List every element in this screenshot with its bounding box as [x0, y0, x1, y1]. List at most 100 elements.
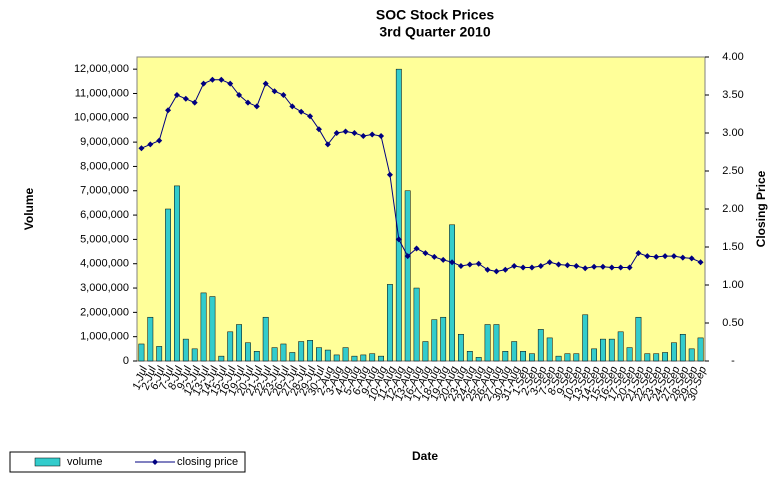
legend-swatch [34, 457, 61, 467]
volume-bar [573, 353, 580, 362]
price-marker [378, 133, 385, 140]
price-line [141, 79, 701, 272]
price-marker [218, 76, 225, 83]
price-marker [528, 264, 535, 271]
volume-bar [475, 357, 482, 362]
y-tick-label: 8,000,000 [80, 160, 129, 172]
volume-bar [644, 353, 651, 362]
volume-bar [351, 355, 358, 362]
volume-bar [679, 333, 686, 362]
volume-bar [182, 338, 189, 362]
price-marker [156, 137, 163, 144]
volume-bar [200, 292, 207, 362]
y-tick-label: 11,000,000 [75, 87, 129, 99]
volume-bar [245, 342, 251, 362]
y2-tick-label: 2.50 [722, 165, 743, 177]
volume-bar [307, 340, 313, 362]
price-marker [608, 264, 615, 271]
price-marker [599, 263, 606, 270]
volume-bar [262, 316, 269, 362]
price-marker [670, 253, 677, 260]
price-marker [564, 262, 571, 269]
price-marker [333, 130, 340, 136]
price-marker [200, 80, 207, 87]
price-marker [493, 268, 500, 275]
chart-title: SOC Stock Prices [376, 7, 494, 23]
volume-bar [324, 349, 331, 362]
volume-bar [395, 68, 402, 362]
volume-bar [458, 333, 464, 362]
price-marker [635, 250, 642, 257]
volume-bar [502, 351, 509, 362]
price-marker [191, 99, 198, 106]
plot-area [136, 56, 706, 362]
volume-bar [564, 353, 571, 362]
volume-bar [369, 353, 376, 362]
y2-tick-label: 3.00 [722, 127, 743, 139]
volume-bar [253, 351, 260, 362]
volume-bar [289, 352, 296, 362]
volume-bar [387, 284, 393, 362]
volume-bar [147, 316, 154, 362]
y2-tick-label: 0.50 [722, 317, 743, 329]
price-marker [546, 259, 553, 266]
volume-bar [484, 324, 491, 362]
price-marker [298, 108, 305, 115]
volume-bar [529, 353, 535, 362]
x-axis-title: Date [412, 449, 438, 463]
legend-marker [152, 459, 158, 465]
price-marker [147, 141, 154, 148]
volume-bar [209, 296, 216, 362]
volume-bar [493, 324, 500, 362]
volume-bar [174, 185, 180, 362]
legend-label: closing price [177, 456, 238, 468]
price-marker [697, 259, 704, 266]
price-marker [688, 255, 695, 262]
price-marker [173, 92, 180, 98]
y-tick-label: 2,000,000 [80, 306, 129, 318]
volume-bar [617, 331, 624, 362]
y-tick-label: 12,000,000 [74, 63, 129, 75]
chart-subtitle: 3rd Quarter 2010 [379, 24, 490, 40]
y-tick-label: 7,000,000 [80, 185, 129, 197]
price-marker [679, 254, 686, 261]
price-marker [582, 265, 589, 272]
price-marker [236, 92, 243, 98]
y-tick-label: 3,000,000 [80, 282, 129, 294]
price-marker [662, 253, 669, 260]
volume-bar [413, 287, 420, 362]
volume-bar [466, 351, 473, 362]
price-marker [289, 103, 296, 110]
y-axis-title: Volume [22, 187, 36, 230]
legend-label: volume [67, 456, 102, 468]
volume-bar [449, 224, 455, 362]
price-marker [342, 128, 349, 135]
legend-box [9, 451, 246, 473]
price-marker [138, 145, 145, 152]
volume-bar [626, 347, 633, 362]
volume-bar [271, 347, 278, 362]
price-marker [227, 80, 234, 87]
volume-bar [165, 208, 171, 362]
volume-bar [422, 341, 429, 362]
price-marker [271, 88, 278, 95]
price-marker [644, 253, 651, 260]
y2-tick-label: 1.00 [722, 279, 743, 291]
volume-bar [227, 331, 234, 362]
volume-bar [688, 348, 695, 362]
y-tick-label: 0 [123, 355, 129, 367]
price-marker [422, 250, 429, 257]
price-marker [386, 171, 393, 178]
price-marker [431, 253, 438, 260]
volume-bar [431, 319, 438, 362]
volume-bar [378, 355, 384, 362]
volume-bar [555, 355, 562, 362]
price-marker [511, 263, 518, 269]
volume-bar [440, 316, 447, 362]
price-marker [209, 76, 216, 83]
y-tick-label: 10,000,000 [74, 112, 129, 124]
price-marker [360, 133, 367, 140]
volume-bar [511, 341, 518, 362]
volume-bar [280, 343, 287, 362]
